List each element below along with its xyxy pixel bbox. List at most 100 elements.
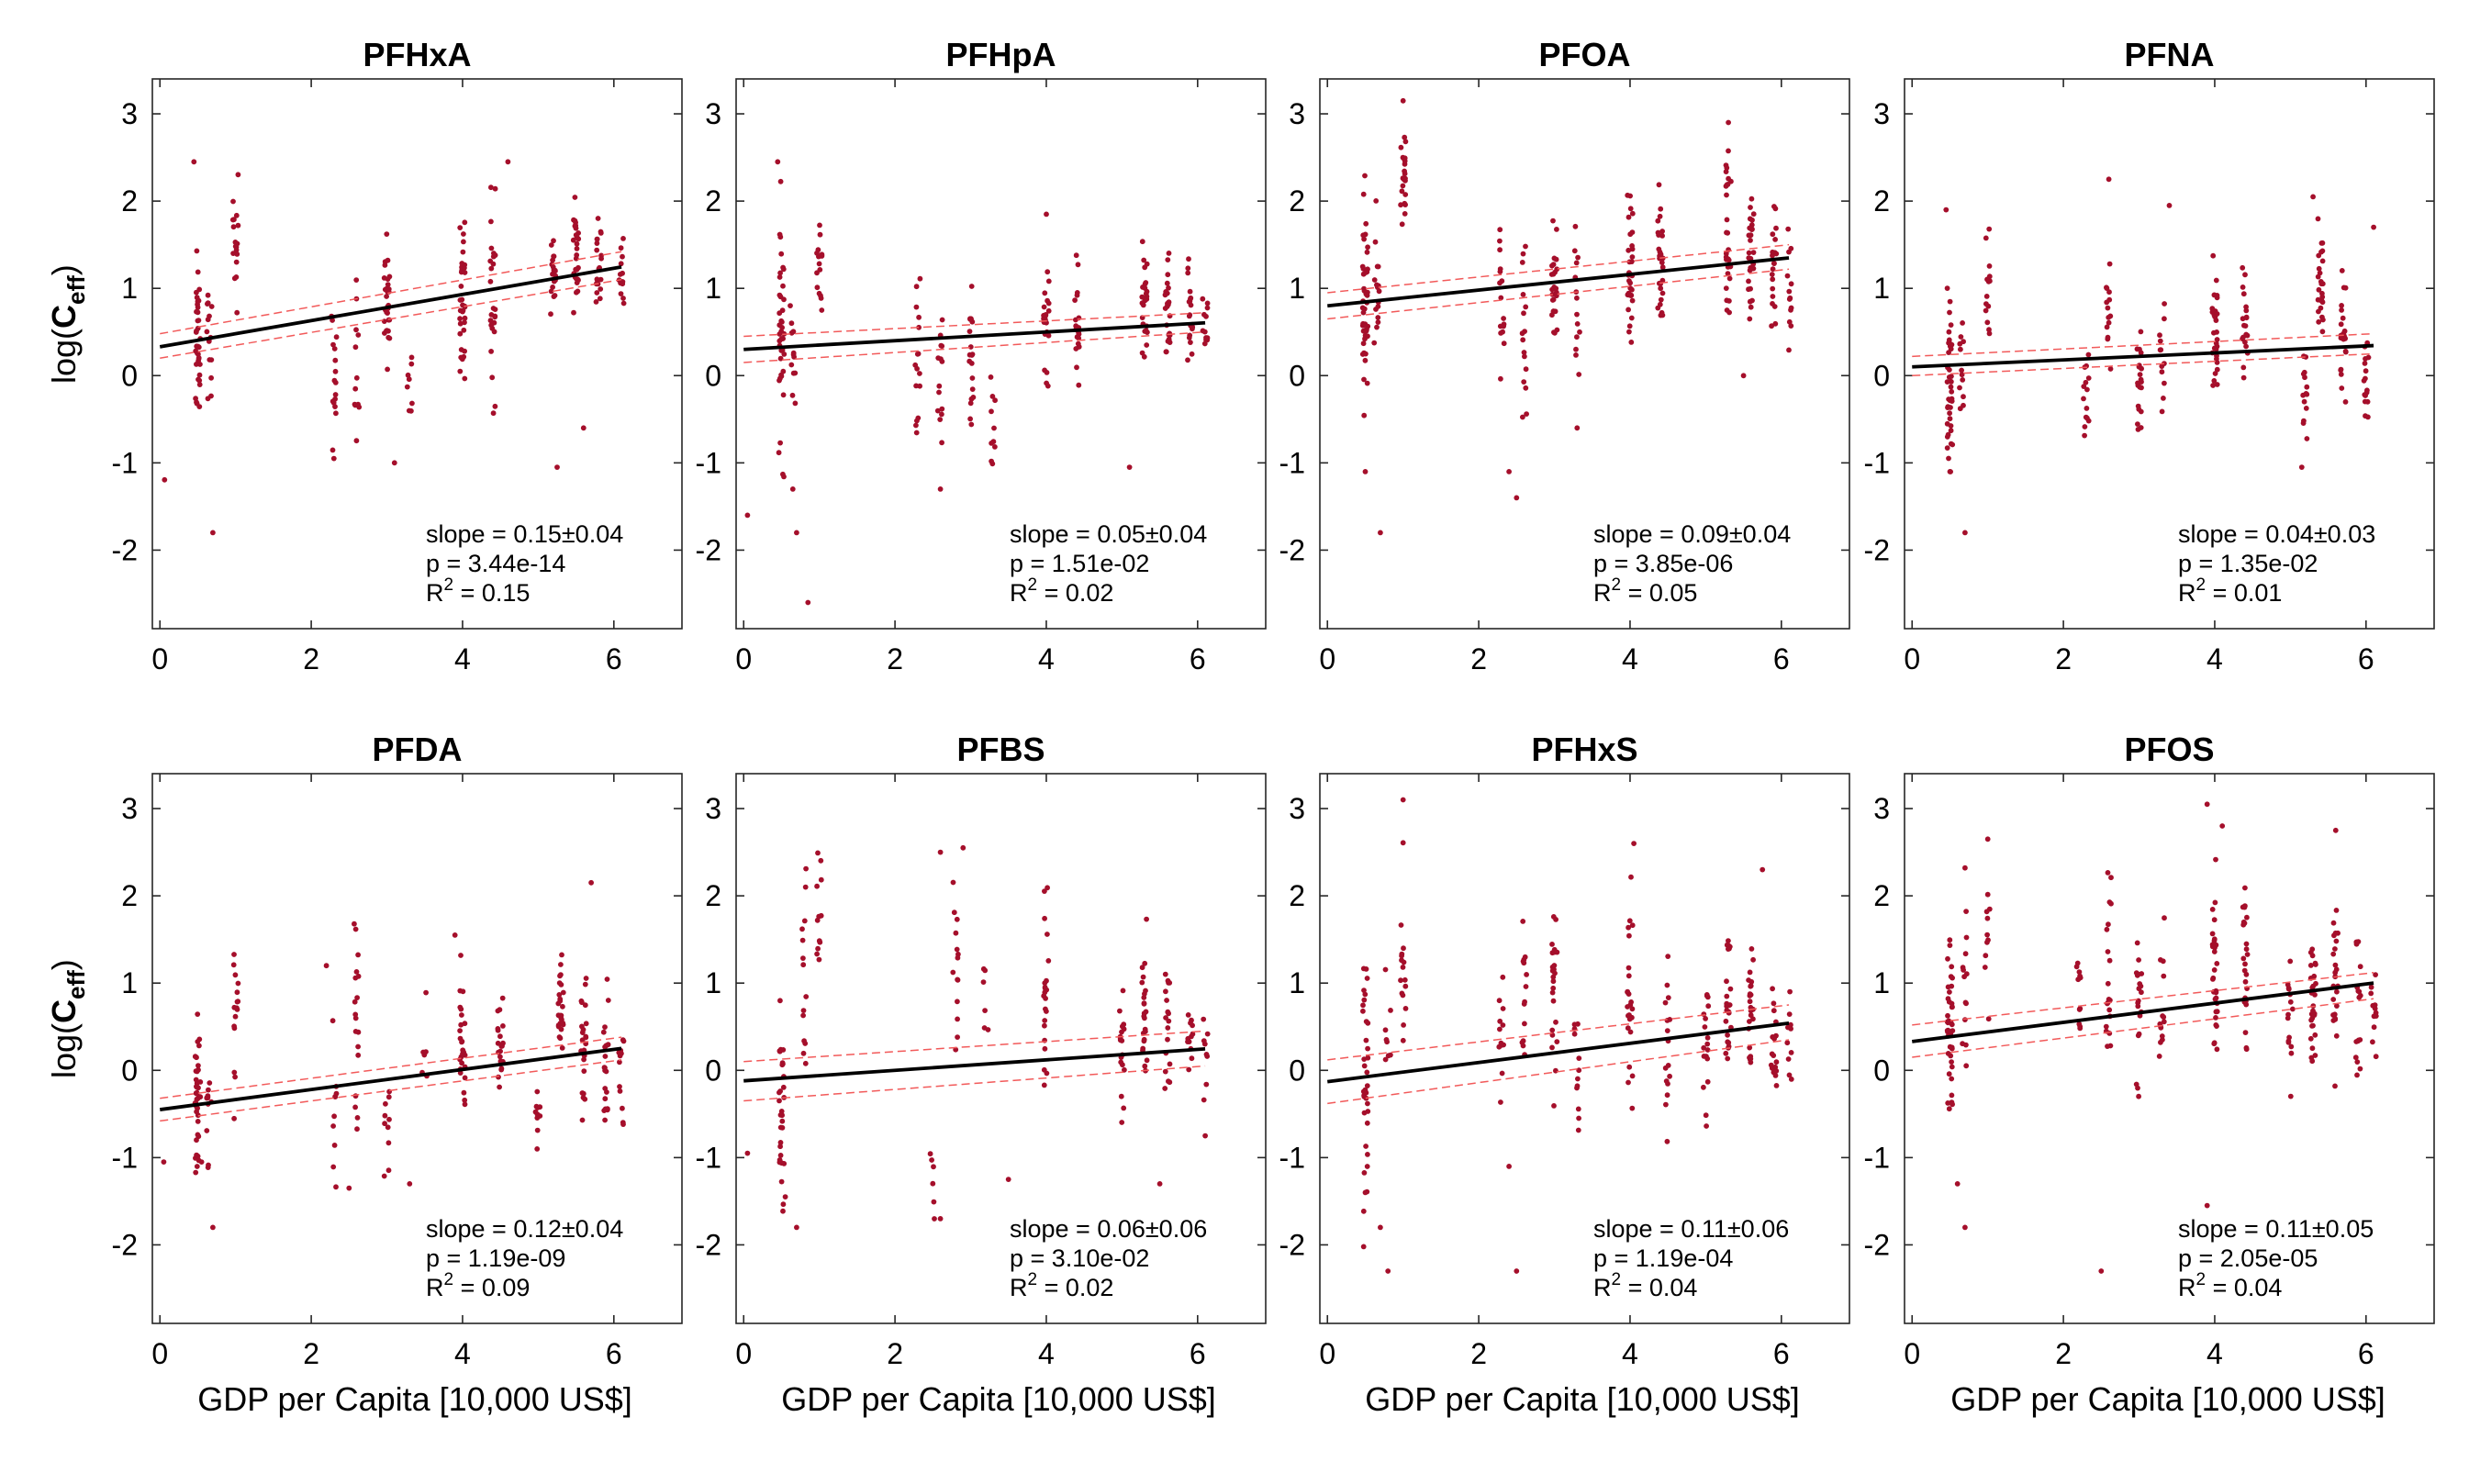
data-point [404,384,410,390]
data-point [2364,398,2371,405]
data-point [1626,1012,1632,1018]
data-point [803,994,810,999]
data-point [913,422,919,429]
data-point [1156,1181,1163,1187]
data-point [462,265,467,271]
data-point [2333,908,2340,913]
data-point [1984,276,1990,283]
data-point [2240,364,2247,371]
data-point [1402,155,1408,162]
data-point [1523,385,1529,391]
data-point [488,349,494,354]
data-point [1726,175,1731,182]
x-tick-label: 0 [1904,1337,1920,1370]
data-point [571,309,576,316]
data-point [1626,965,1632,971]
data-point [1375,315,1381,320]
data-point [572,195,578,200]
data-point [2339,303,2345,308]
data-point [932,1216,937,1222]
data-point [794,530,799,536]
y-tick-label: 3 [705,792,721,825]
data-point [1726,148,1731,154]
data-point [620,236,626,241]
data-point [955,1016,960,1022]
data-point [2309,953,2316,959]
stat-slope: slope = 0.15±0.04 [426,520,623,548]
data-point [196,377,203,384]
data-point [1400,175,1406,182]
data-point [385,328,391,334]
data-point [1626,307,1631,313]
data-point [1770,294,1776,299]
stat-r-squared: R2 = 0.09 [426,1270,530,1301]
data-point [1549,950,1556,956]
data-point [1073,252,1079,259]
data-point [1626,247,1632,253]
data-point [2242,323,2249,329]
data-point [2214,366,2220,373]
data-point [2332,946,2338,952]
data-point [776,1157,783,1163]
data-point [1946,999,1952,1005]
data-point [789,486,796,492]
data-point [1371,340,1378,346]
data-point [1360,1002,1366,1009]
data-point [937,417,944,422]
data-point [1959,372,1965,378]
data-point [1750,956,1756,963]
data-point [1945,1012,1950,1019]
data-point [231,1004,238,1010]
data-point [2342,285,2349,291]
data-point [196,1063,201,1068]
x-tick-label: 6 [1190,1337,1206,1370]
data-point [2242,1030,2249,1035]
data-point [2355,939,2362,944]
data-point [1984,891,1991,898]
data-point [462,1021,468,1027]
data-point [495,1040,501,1046]
data-point [1747,1054,1752,1061]
data-point [2139,365,2145,372]
data-points [1943,176,2377,536]
data-point [777,355,784,362]
data-point [2332,962,2339,968]
data-point [775,159,781,165]
data-point [1629,210,1636,217]
data-point [1361,987,1367,993]
data-point [602,1096,609,1102]
data-point [574,246,580,251]
data-point [210,1224,216,1231]
data-point [1075,340,1081,347]
data-point [1626,278,1632,284]
data-point [2240,285,2246,290]
data-point [330,1123,336,1129]
data-point [780,392,787,398]
data-point [2162,380,2167,386]
data-point [195,1132,201,1138]
data-point [1521,1001,1527,1007]
data-point [991,425,997,431]
data-point [913,284,920,290]
data-point [461,239,466,245]
data-point [194,248,200,254]
data-point [1788,1021,1793,1028]
data-point [1119,1029,1124,1035]
x-tick-label: 6 [2358,642,2374,675]
data-point [1141,257,1147,263]
data-point [1659,312,1666,318]
data-point [776,1098,782,1104]
y-tick-label: 1 [1873,272,1890,305]
data-point [1702,1024,1708,1030]
data-point [1772,237,1778,242]
data-point [1500,974,1506,980]
data-point [1726,119,1731,126]
data-point [573,232,579,238]
data-point [1571,248,1578,254]
data-point [1362,991,1369,998]
y-tick-label: 3 [1289,97,1305,130]
data-point [1625,192,1631,198]
data-point [332,357,339,363]
data-point [206,1162,211,1168]
data-point [195,1011,201,1017]
